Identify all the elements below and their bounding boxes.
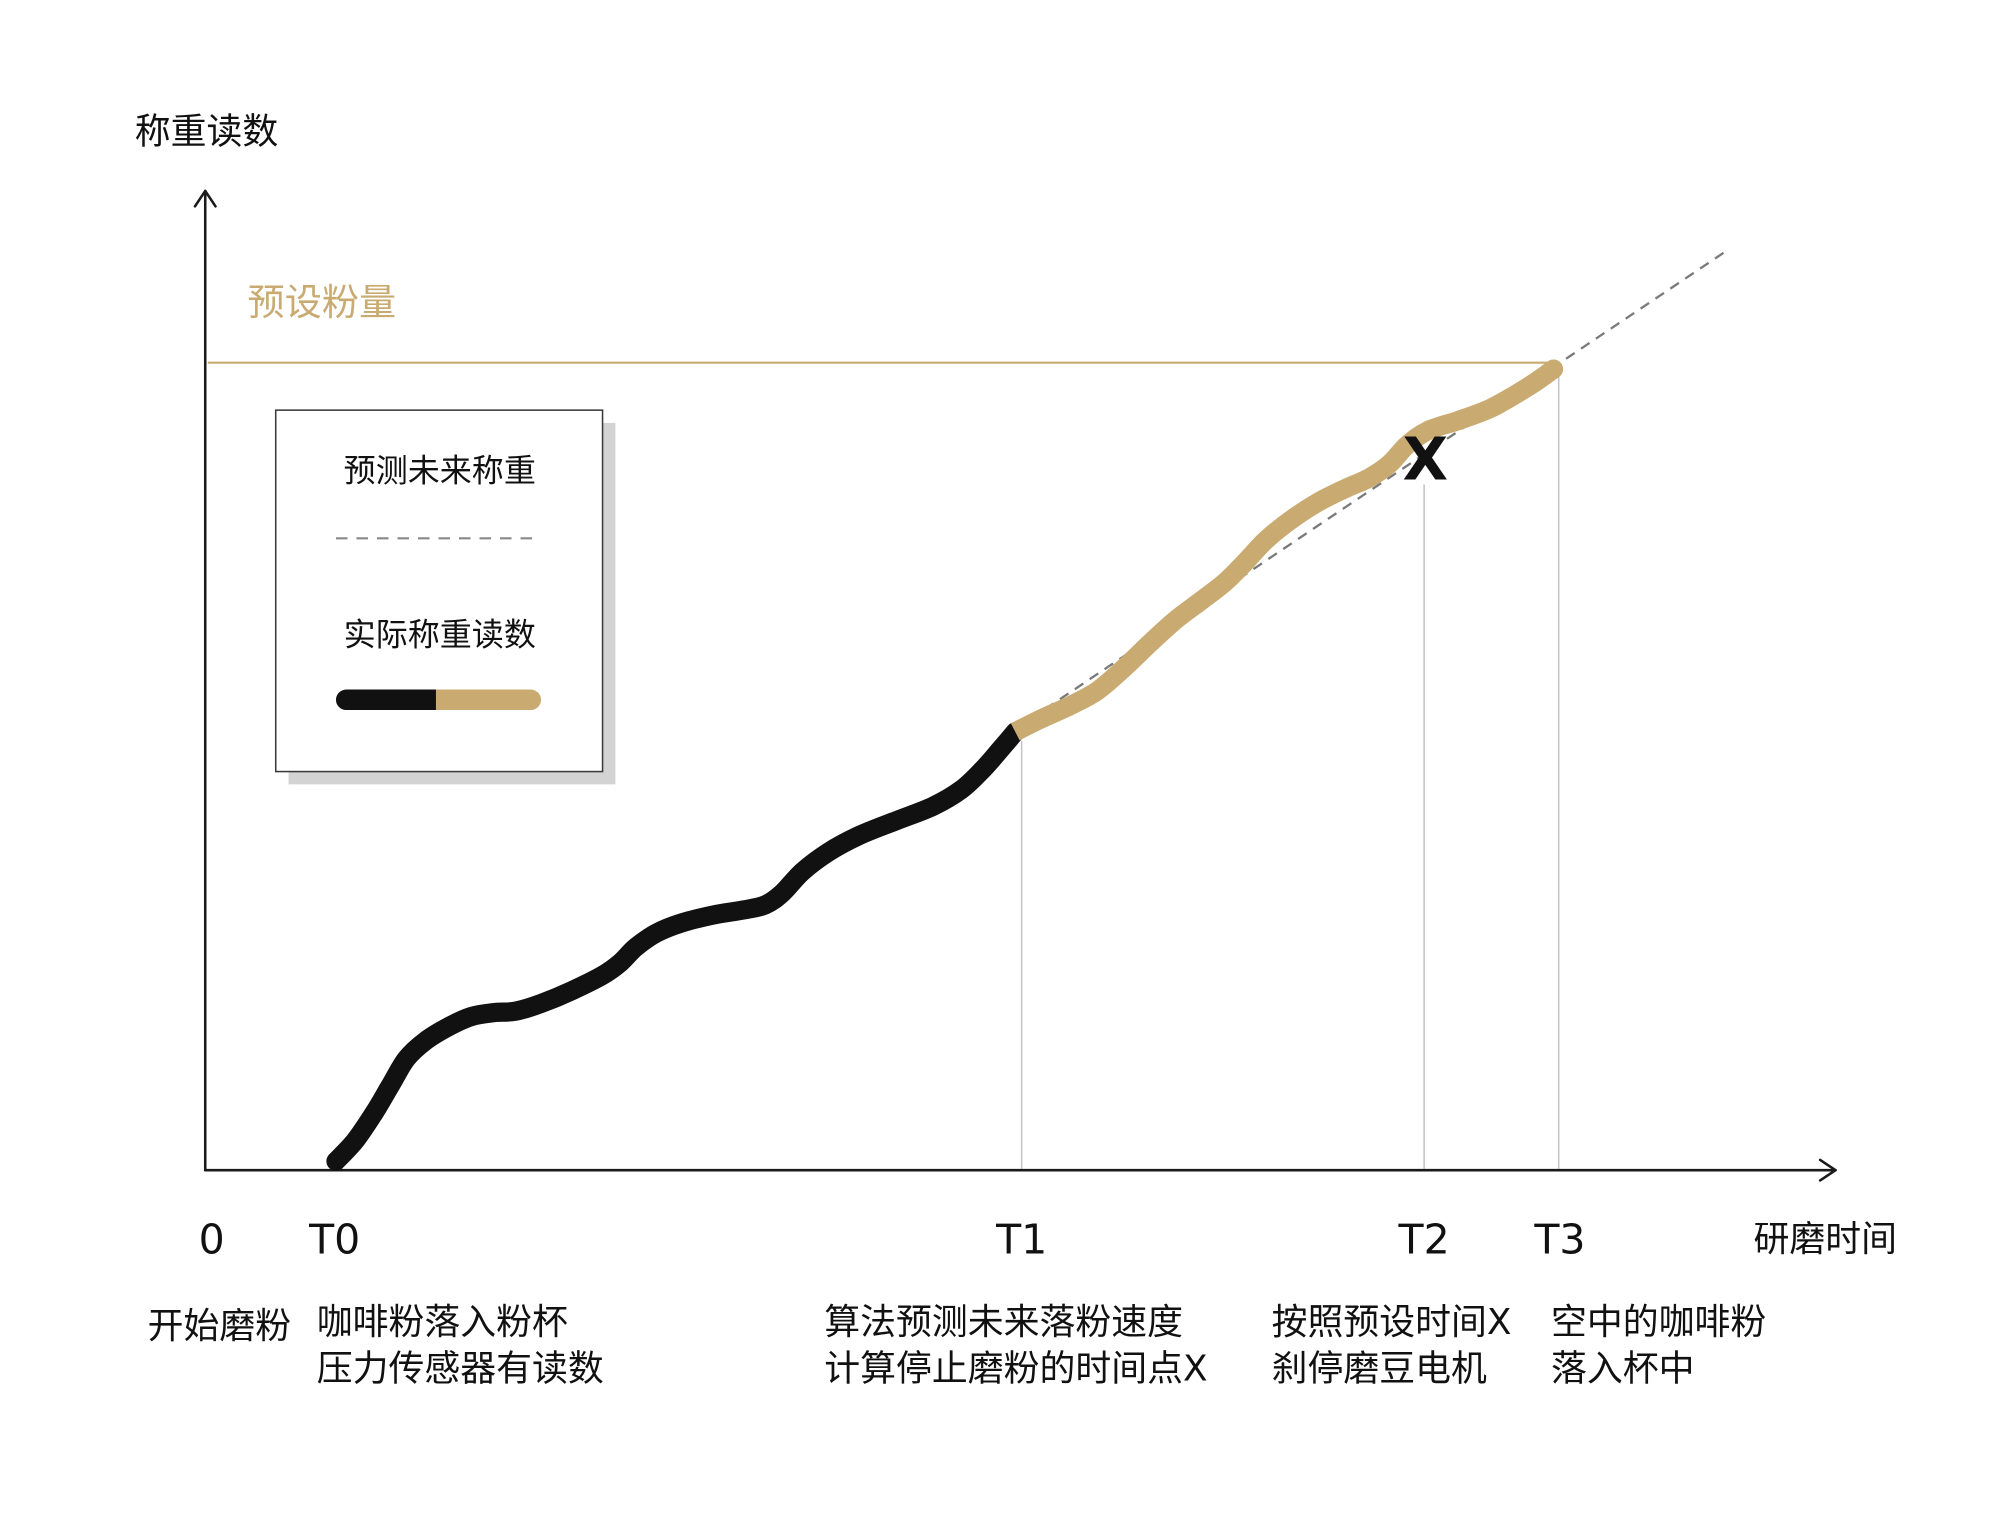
tick-label-0: 0: [199, 1215, 225, 1263]
caption-t0: 咖啡粉落入粉杯 压力传感器有读数: [317, 1302, 604, 1389]
legend-label-predicted: 预测未来称重: [344, 451, 536, 489]
legend-label-actual: 实际称重读数: [344, 615, 536, 653]
caption-start: 开始磨粉: [148, 1306, 292, 1347]
legend: 预测未来称重 实际称重读数: [274, 409, 616, 785]
caption-t0-line-2: 压力传感器有读数: [317, 1348, 604, 1389]
caption-t1-line-2: 计算停止磨粉的时间点X: [824, 1348, 1207, 1389]
x-axis-label: 研磨时间: [1753, 1219, 1897, 1260]
legend-box: [274, 409, 604, 773]
caption-t2: 按照预设时间X 刹停磨豆电机: [1272, 1302, 1512, 1389]
caption-t0-line-1: 咖啡粉落入粉杯: [317, 1302, 568, 1343]
caption-t2-line-1: 按照预设时间X: [1272, 1302, 1512, 1343]
caption-t1-line-1: 算法预测未来落粉速度: [824, 1302, 1183, 1343]
tick-label-t3: T3: [1533, 1215, 1585, 1263]
caption-t3: 空中的咖啡粉 落入杯中: [1551, 1302, 1766, 1389]
actual-weight-curve-after-t1: [1010, 361, 1560, 741]
caption-start-line-1: 开始磨粉: [148, 1306, 292, 1347]
stop-point-marker: X: [1403, 424, 1448, 493]
actual-weight-curve-end: [1543, 359, 1564, 379]
y-axis-label: 称重读数: [135, 112, 279, 153]
tick-label-t0: T0: [308, 1215, 360, 1263]
caption-t3-line-1: 空中的咖啡粉: [1551, 1302, 1766, 1343]
legend-swatch-gold-end: [520, 689, 542, 711]
caption-t2-line-2: 刹停磨豆电机: [1272, 1348, 1487, 1389]
caption-t3-line-2: 落入杯中: [1551, 1348, 1695, 1389]
tick-label-t1: T1: [995, 1215, 1047, 1263]
tick-label-t2: T2: [1398, 1215, 1450, 1263]
caption-t1: 算法预测未来落粉速度 计算停止磨粉的时间点X: [824, 1302, 1207, 1389]
y-axis-arrow: [193, 189, 217, 208]
preset-dose-label: 预设粉量: [248, 281, 397, 324]
actual-weight-curve-before-t1: [326, 722, 1025, 1171]
x-axis-arrow: [1818, 1158, 1837, 1182]
